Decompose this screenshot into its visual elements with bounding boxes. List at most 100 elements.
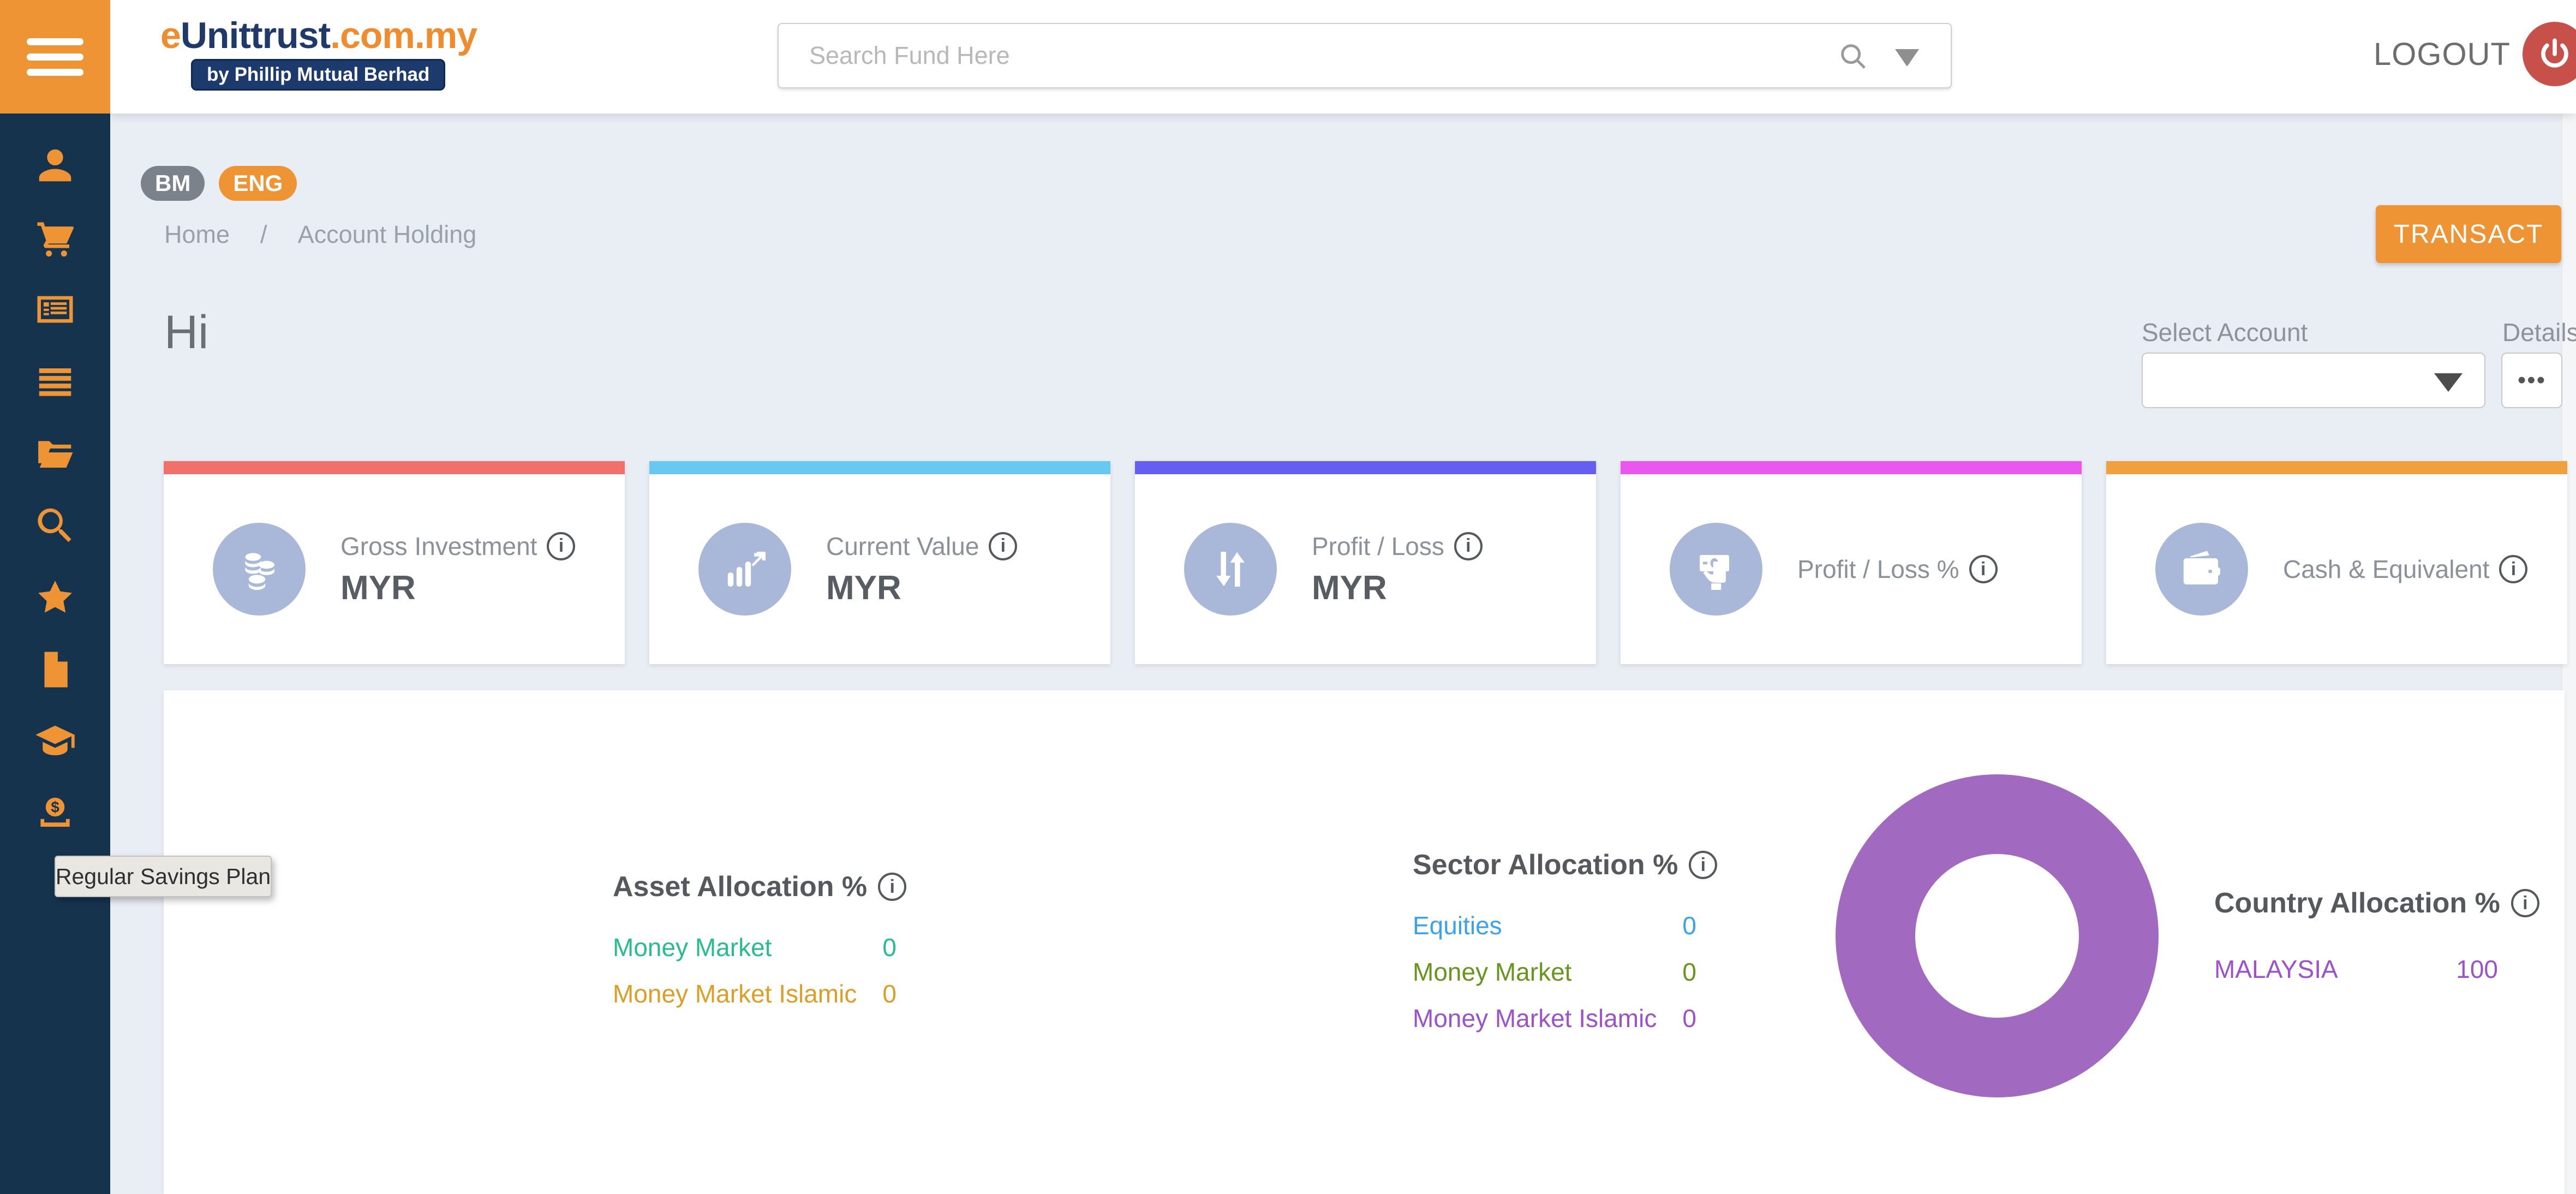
- card-title: Profit / Loss %: [1797, 555, 1959, 583]
- wallet-icon: [2155, 523, 2248, 616]
- card-accent-bar: [649, 461, 1110, 474]
- info-icon[interactable]: [989, 532, 1018, 560]
- brand-tagline: by Phillip Mutual Berhad: [191, 59, 446, 91]
- details-label: Details: [2502, 318, 2576, 347]
- sidebar-item-statements[interactable]: [0, 287, 110, 332]
- summary-card-current-value: Current Value MYR: [649, 461, 1110, 664]
- user-icon: [39, 149, 71, 182]
- card-accent-bar: [1135, 461, 1596, 474]
- summary-card-gross-investment: Gross Investment MYR: [164, 461, 625, 664]
- breadcrumb-home[interactable]: Home: [164, 220, 230, 248]
- card-accent-bar: [164, 461, 625, 474]
- allocation-label: MALAYSIA: [2214, 955, 2338, 983]
- allocation-label: Money Market Islamic: [1413, 1004, 1657, 1032]
- newspaper-icon: [37, 296, 73, 323]
- chevron-down-icon: [2434, 373, 2463, 392]
- info-icon[interactable]: [2511, 889, 2539, 917]
- sidebar-item-cart[interactable]: [0, 215, 110, 260]
- savings-icon: $: [40, 797, 70, 827]
- allocation-value: 0: [1682, 1004, 1696, 1032]
- account-select-dropdown[interactable]: [2142, 353, 2485, 408]
- brand-logo[interactable]: eUnittrust.com.my by Phillip Mutual Berh…: [160, 14, 477, 91]
- card-value: MYR: [826, 569, 901, 607]
- sidebar-item-watchlist[interactable]: [0, 575, 110, 620]
- svg-text:$: $: [51, 798, 59, 815]
- greeting-title: Hi: [164, 306, 209, 359]
- sidebar-nav: $: [0, 143, 110, 836]
- card-title: Current Value: [826, 532, 979, 560]
- sidebar-item-documents[interactable]: [0, 647, 110, 692]
- details-button[interactable]: •••: [2501, 353, 2562, 408]
- country-allocation-block: Country Allocation % MALAYSIA 100: [2214, 887, 2539, 1001]
- sector-allocation-block: Sector Allocation % Equities 0 Money Mar…: [1413, 849, 1718, 1050]
- summary-card-profit-loss-pct: Profit / Loss %: [1621, 461, 2082, 664]
- card-title: Profit / Loss: [1312, 532, 1444, 560]
- allocation-row: Money Market 0: [613, 933, 896, 962]
- country-allocation-donut-chart: [1836, 774, 2159, 1097]
- asset-allocation-title: Asset Allocation %: [613, 871, 868, 903]
- donut-hole: [1915, 854, 2079, 1018]
- transact-button[interactable]: TRANSACT: [2376, 205, 2561, 263]
- logout-button[interactable]: LOGOUT: [2374, 22, 2576, 86]
- breadcrumb-separator: /: [260, 220, 267, 248]
- card-value: MYR: [340, 569, 416, 607]
- card-accent-bar: [1621, 461, 2082, 474]
- select-account-label: Select Account: [2142, 318, 2308, 347]
- brand-logo-text: eUnittrust.com.my: [160, 15, 477, 56]
- search-icon[interactable]: [1836, 39, 1870, 73]
- card-title: Gross Investment: [340, 532, 537, 560]
- cart-icon: [37, 222, 74, 257]
- language-badge-eng[interactable]: ENG: [219, 166, 297, 201]
- coins-icon: [213, 523, 306, 616]
- sidebar-item-education[interactable]: [0, 719, 110, 764]
- allocation-value: 0: [1682, 911, 1696, 940]
- info-icon[interactable]: [547, 532, 576, 560]
- breadcrumb-current: Account Holding: [297, 220, 477, 248]
- card-value: MYR: [1312, 569, 1387, 607]
- info-icon[interactable]: [878, 873, 907, 901]
- file-icon: [44, 652, 68, 688]
- info-icon[interactable]: [1454, 532, 1483, 560]
- allocation-label: Equities: [1413, 911, 1502, 940]
- sidebar: $: [0, 0, 110, 1194]
- arrows-up-down-icon: [1184, 523, 1277, 616]
- bar-chart-icon: [698, 523, 791, 616]
- logout-label: LOGOUT: [2374, 36, 2511, 72]
- allocation-label: Money Market: [1413, 958, 1572, 986]
- info-icon[interactable]: [1689, 851, 1718, 879]
- allocation-row: Money Market Islamic 0: [1413, 1004, 1696, 1033]
- allocation-panel: Asset Allocation % Money Market 0 Money …: [164, 690, 2565, 1194]
- allocation-row: Money Market Islamic 0: [613, 979, 896, 1008]
- language-badge-bm[interactable]: BM: [141, 166, 205, 201]
- sidebar-item-transactions[interactable]: [0, 359, 110, 404]
- star-icon: [38, 581, 72, 613]
- allocation-value: 100: [2456, 955, 2498, 983]
- sidebar-item-regular-savings-plan[interactable]: $: [0, 791, 110, 836]
- main-content: BM ENG Home / Account Holding TRANSACT H…: [110, 114, 2576, 1194]
- info-icon[interactable]: [2499, 555, 2528, 583]
- sidebar-item-portfolio[interactable]: [0, 431, 110, 476]
- language-switcher: BM ENG: [141, 166, 297, 201]
- sidebar-item-fund-search[interactable]: [0, 503, 110, 548]
- asset-allocation-block: Asset Allocation % Money Market 0 Money …: [613, 870, 907, 1025]
- tooltip-regular-savings-plan: Regular Savings Plan: [55, 856, 272, 897]
- allocation-row: MALAYSIA 100: [2214, 954, 2498, 984]
- allocation-row: Money Market 0: [1413, 957, 1696, 987]
- hamburger-icon: [27, 38, 83, 76]
- power-icon: [2522, 22, 2576, 86]
- card-title: Cash & Equivalent: [2283, 555, 2490, 583]
- sidebar-item-profile[interactable]: [0, 143, 110, 188]
- folder-open-icon: [38, 441, 73, 468]
- allocation-value: 0: [1682, 958, 1696, 986]
- allocation-label: Money Market: [613, 933, 772, 962]
- summary-card-cash-equivalent: Cash & Equivalent: [2106, 461, 2567, 664]
- chevron-down-icon[interactable]: [1895, 49, 1919, 67]
- fund-search-bar[interactable]: [778, 23, 1952, 88]
- summary-card-profit-loss: Profit / Loss MYR: [1135, 461, 1596, 664]
- search-input[interactable]: [779, 24, 1951, 87]
- menu-toggle-button[interactable]: [0, 0, 110, 114]
- breadcrumb: Home / Account Holding: [164, 220, 476, 249]
- allocation-value: 0: [882, 980, 896, 1008]
- info-icon[interactable]: [1969, 555, 1998, 583]
